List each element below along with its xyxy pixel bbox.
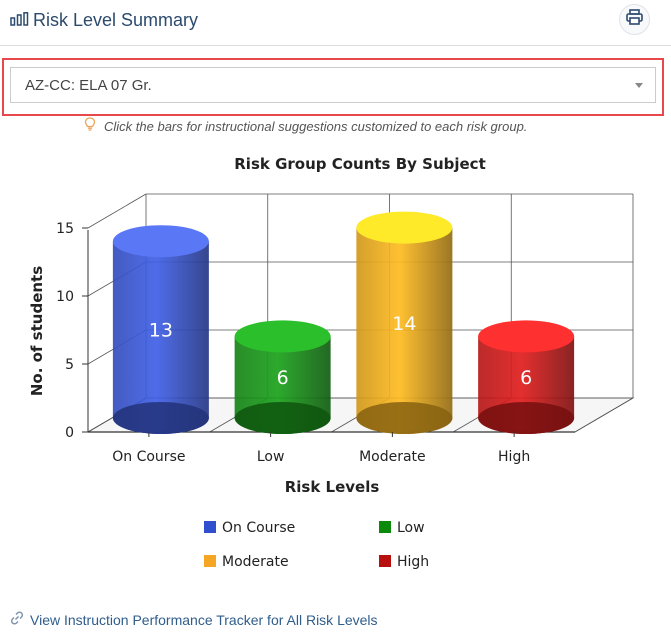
bar-top bbox=[478, 320, 575, 353]
tracker-link-text[interactable]: View Instruction Performance Tracker for… bbox=[30, 612, 378, 628]
x-tick-label: On Course bbox=[112, 449, 185, 465]
subject-select-value: AZ-CC: ELA 07 Gr. bbox=[25, 77, 152, 94]
bar-value-label: 13 bbox=[149, 320, 173, 342]
grid-line-floor bbox=[574, 397, 634, 433]
panel-header: Risk Level Summary bbox=[0, 0, 671, 46]
x-tick-label: Low bbox=[257, 449, 285, 465]
bar-body[interactable] bbox=[112, 241, 209, 434]
y-tick-label: 5 bbox=[65, 357, 74, 373]
bar-top bbox=[356, 211, 453, 244]
legend-swatch bbox=[204, 555, 216, 567]
bar-body[interactable] bbox=[356, 227, 453, 434]
bar-top bbox=[112, 225, 209, 258]
legend-swatch bbox=[379, 521, 391, 533]
legend-swatch bbox=[379, 555, 391, 567]
bar-moderate[interactable]: 14 bbox=[356, 211, 453, 434]
y-tick-label: 10 bbox=[56, 289, 74, 305]
y-tick-label: 0 bbox=[65, 425, 74, 441]
x-tick-label: Moderate bbox=[359, 449, 426, 465]
bar-on-course[interactable]: 13 bbox=[112, 225, 209, 434]
y-axis-label: No. of students bbox=[28, 266, 46, 396]
link-icon bbox=[10, 610, 24, 630]
bar-high[interactable]: 6 bbox=[478, 320, 575, 434]
legend-item-high[interactable]: High bbox=[379, 554, 429, 570]
chart-bars: 13 6 14 6 bbox=[112, 211, 575, 434]
grid-line-depth bbox=[87, 193, 147, 229]
page-title: Risk Level Summary bbox=[33, 10, 199, 30]
printer-icon bbox=[626, 9, 643, 30]
legend-label: Low bbox=[397, 520, 425, 536]
tracker-link[interactable]: View Instruction Performance Tracker for… bbox=[10, 610, 378, 630]
chevron-down-icon[interactable] bbox=[635, 83, 643, 88]
hint-text: Click the bars for instructional suggest… bbox=[104, 118, 528, 134]
y-axis-ticks: 0 5 10 15 bbox=[56, 221, 88, 441]
y-tick-label: 15 bbox=[56, 221, 74, 237]
x-tick-label: High bbox=[498, 449, 530, 465]
legend-label: High bbox=[397, 554, 429, 570]
chart-title: Risk Group Counts By Subject bbox=[234, 155, 486, 173]
bar-base bbox=[112, 402, 209, 434]
x-axis-ticks: On Course Low Moderate High bbox=[112, 432, 530, 465]
subject-select[interactable]: AZ-CC: ELA 07 Gr. bbox=[10, 67, 656, 103]
legend-item-low[interactable]: Low bbox=[379, 520, 425, 536]
lightbulb-icon bbox=[84, 116, 96, 136]
legend-item-on-course[interactable]: On Course bbox=[204, 520, 295, 536]
bar-base bbox=[234, 402, 331, 434]
chart-legend: On Course Low Moderate High bbox=[204, 520, 429, 570]
risk-chart: Risk Group Counts By Subject 0 5 10 15 No. … bbox=[28, 155, 635, 570]
bar-value-label: 6 bbox=[277, 367, 289, 389]
bar-chart-icon bbox=[10, 12, 29, 31]
legend-label: Moderate bbox=[222, 554, 289, 570]
legend-swatch bbox=[204, 521, 216, 533]
bar-top bbox=[234, 320, 331, 353]
bar-value-label: 14 bbox=[392, 313, 416, 335]
print-button[interactable] bbox=[619, 4, 650, 35]
hint-row: Click the bars for instructional suggest… bbox=[84, 116, 527, 136]
x-axis-label: Risk Levels bbox=[285, 478, 380, 496]
bar-base bbox=[356, 402, 453, 434]
legend-label: On Course bbox=[222, 520, 295, 536]
bar-low[interactable]: 6 bbox=[234, 320, 331, 434]
legend-item-moderate[interactable]: Moderate bbox=[204, 554, 289, 570]
bar-value-label: 6 bbox=[520, 367, 532, 389]
select-highlight-box bbox=[2, 58, 664, 116]
bar-base bbox=[478, 402, 575, 434]
